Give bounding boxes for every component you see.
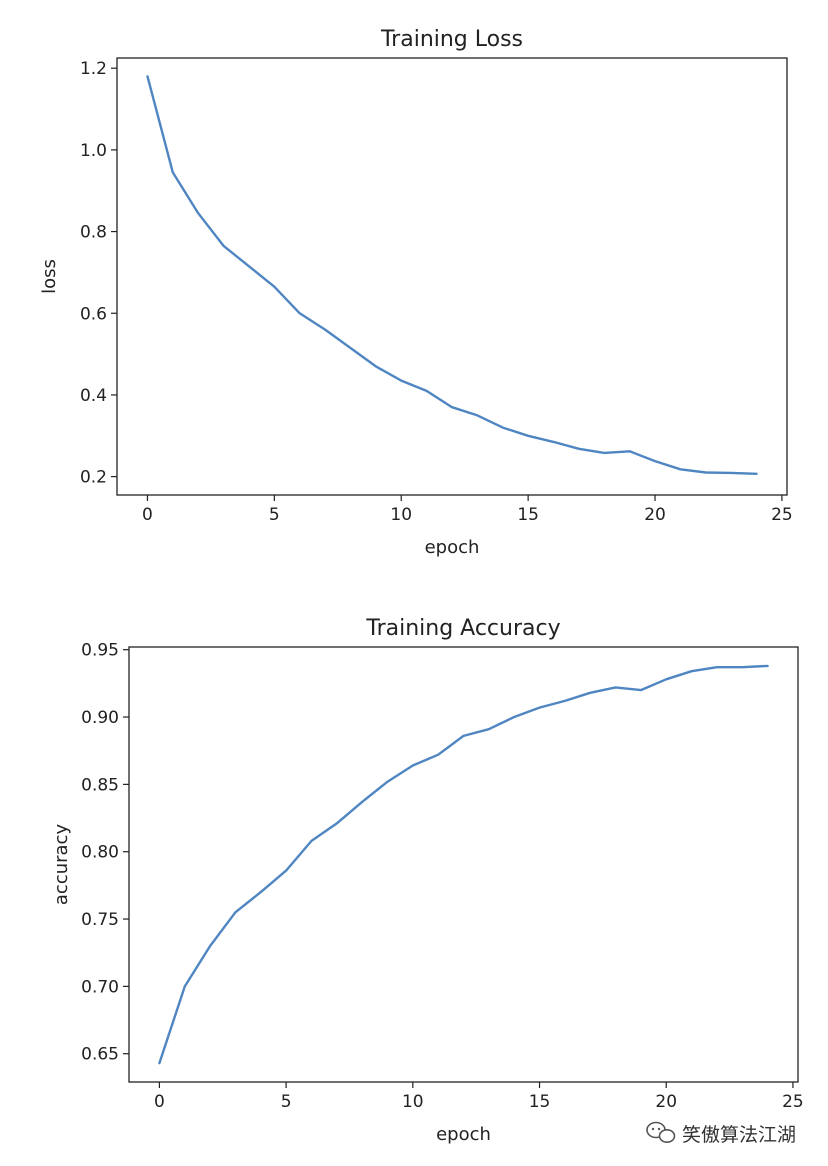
plot-frame <box>128 646 799 1083</box>
y-tick-label: 0.80 <box>81 843 119 863</box>
x-tick-label: 10 <box>402 1092 424 1112</box>
x-tick-label: 0 <box>142 505 153 525</box>
x-tick-label: 5 <box>281 1092 292 1112</box>
y-tick-label: 0.75 <box>81 910 119 930</box>
x-tick-label: 25 <box>782 1092 804 1112</box>
y-axis-label: accuracy <box>51 824 72 906</box>
y-tick-label: 0.95 <box>81 641 119 661</box>
x-tick-label: 10 <box>390 505 412 525</box>
y-tick-label: 0.65 <box>81 1045 119 1065</box>
x-tick-label: 20 <box>655 1092 677 1112</box>
y-tick-label: 0.85 <box>81 775 119 795</box>
y-tick-label: 0.6 <box>80 304 107 324</box>
series-line <box>146 75 758 475</box>
chart-title: Training Loss <box>380 27 523 52</box>
accuracy-chart: Training Accuracy 0 5 10 15 20 25 0.65 0.70 0.75 0… <box>51 616 804 1145</box>
y-tick-label: 0.8 <box>80 223 107 243</box>
watermark-text: 笑傲算法江湖 <box>682 1124 796 1146</box>
y-tick-label: 1.2 <box>80 59 107 79</box>
x-tick-label: 0 <box>154 1092 165 1112</box>
x-tick-label: 15 <box>517 505 539 525</box>
x-tick-label: 15 <box>529 1092 551 1112</box>
x-tick-label: 5 <box>269 505 280 525</box>
y-tick-label: 0.70 <box>81 977 119 997</box>
y-tick-label: 0.2 <box>80 468 107 488</box>
y-tick-label: 0.4 <box>80 386 107 406</box>
x-tick-label: 20 <box>644 505 666 525</box>
x-axis-label: epoch <box>425 537 480 558</box>
y-tick-label: 0.90 <box>81 708 119 728</box>
y-axis-label: loss <box>39 259 60 294</box>
plot-frame <box>116 57 788 496</box>
wechat-icon <box>646 1121 676 1143</box>
x-axis-label: epoch <box>436 1124 491 1145</box>
x-tick-label: 25 <box>771 505 793 525</box>
y-tick-label: 1.0 <box>80 141 107 161</box>
loss-chart: Training Loss 0 5 10 15 20 25 0.2 0.4 0.6 0.8 1.0 1.… <box>39 27 793 558</box>
chart-title: Training Accuracy <box>365 616 560 641</box>
series-line <box>158 664 769 1065</box>
watermark: 笑傲算法江湖 <box>646 1121 796 1146</box>
